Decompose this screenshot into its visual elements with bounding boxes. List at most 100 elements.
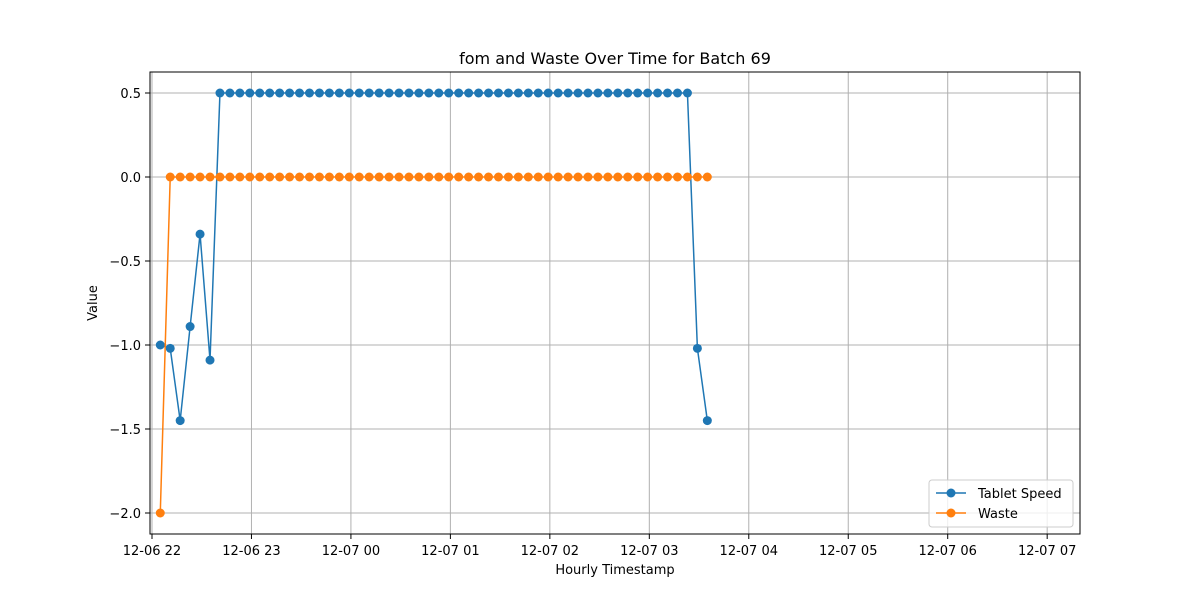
data-point-waste bbox=[613, 172, 623, 182]
data-point-tablet-speed bbox=[513, 88, 523, 98]
data-point-tablet-speed bbox=[663, 88, 673, 98]
data-point-tablet-speed bbox=[225, 88, 235, 98]
y-tick-label: −1.5 bbox=[109, 423, 141, 438]
series-tablet-speed bbox=[155, 88, 712, 426]
data-point-waste bbox=[304, 172, 314, 182]
data-point-tablet-speed bbox=[543, 88, 553, 98]
data-point-waste bbox=[493, 172, 503, 182]
data-point-waste bbox=[195, 172, 205, 182]
data-point-waste bbox=[434, 172, 444, 182]
data-point-tablet-speed bbox=[195, 229, 205, 239]
data-point-waste bbox=[573, 172, 583, 182]
y-tick-label: −0.5 bbox=[109, 255, 141, 270]
data-point-tablet-speed bbox=[235, 88, 245, 98]
data-point-waste bbox=[404, 172, 414, 182]
data-point-tablet-speed bbox=[493, 88, 503, 98]
x-tick-label: 12-06 23 bbox=[222, 544, 280, 559]
data-point-tablet-speed bbox=[374, 88, 384, 98]
data-point-tablet-speed bbox=[434, 88, 444, 98]
data-point-waste bbox=[255, 172, 265, 182]
data-point-waste bbox=[344, 172, 354, 182]
data-point-waste bbox=[454, 172, 464, 182]
series-line-tablet-speed bbox=[160, 92, 709, 421]
y-axis-label: Value bbox=[86, 285, 101, 321]
data-point-tablet-speed bbox=[344, 88, 354, 98]
data-point-waste bbox=[484, 172, 494, 182]
legend-box bbox=[928, 479, 1074, 528]
data-point-tablet-speed bbox=[304, 88, 314, 98]
data-point-waste bbox=[364, 172, 374, 182]
data-point-tablet-speed bbox=[633, 88, 643, 98]
data-point-tablet-speed bbox=[285, 88, 295, 98]
data-point-waste bbox=[464, 172, 474, 182]
data-point-tablet-speed bbox=[583, 88, 593, 98]
data-point-waste bbox=[334, 172, 344, 182]
data-point-tablet-speed bbox=[533, 88, 543, 98]
data-point-tablet-speed bbox=[503, 88, 513, 98]
data-point-tablet-speed bbox=[424, 88, 434, 98]
data-point-tablet-speed bbox=[464, 88, 474, 98]
data-point-waste bbox=[553, 172, 563, 182]
data-point-waste bbox=[414, 172, 424, 182]
data-point-tablet-speed bbox=[613, 88, 623, 98]
data-point-tablet-speed bbox=[215, 88, 225, 98]
data-point-tablet-speed bbox=[474, 88, 484, 98]
data-point-tablet-speed bbox=[394, 88, 404, 98]
plot-frame bbox=[149, 71, 1081, 535]
data-point-waste bbox=[295, 172, 305, 182]
data-point-waste bbox=[275, 172, 285, 182]
data-point-tablet-speed bbox=[682, 88, 692, 98]
y-tick-label: −1.0 bbox=[109, 339, 141, 354]
x-axis-label: Hourly Timestamp bbox=[555, 563, 674, 578]
data-point-waste bbox=[623, 172, 633, 182]
data-point-waste bbox=[314, 172, 324, 182]
data-point-tablet-speed bbox=[454, 88, 464, 98]
data-point-tablet-speed bbox=[165, 343, 175, 353]
data-point-waste bbox=[533, 172, 543, 182]
data-point-waste bbox=[205, 172, 215, 182]
data-point-waste bbox=[354, 172, 364, 182]
data-point-waste bbox=[374, 172, 384, 182]
data-point-tablet-speed bbox=[245, 88, 255, 98]
data-point-tablet-speed bbox=[404, 88, 414, 98]
series-waste bbox=[155, 172, 712, 518]
grid bbox=[150, 72, 1080, 534]
data-point-waste bbox=[663, 172, 673, 182]
data-point-waste bbox=[653, 172, 663, 182]
data-point-waste bbox=[444, 172, 454, 182]
data-point-waste bbox=[682, 172, 692, 182]
data-point-tablet-speed bbox=[643, 88, 653, 98]
chart-title: fom and Waste Over Time for Batch 69 bbox=[459, 49, 771, 68]
data-point-tablet-speed bbox=[314, 88, 324, 98]
data-point-tablet-speed bbox=[265, 88, 275, 98]
data-point-waste bbox=[593, 172, 603, 182]
data-point-tablet-speed bbox=[603, 88, 613, 98]
data-point-waste bbox=[245, 172, 255, 182]
data-point-tablet-speed bbox=[334, 88, 344, 98]
data-point-tablet-speed bbox=[623, 88, 633, 98]
data-point-waste bbox=[215, 172, 225, 182]
data-point-tablet-speed bbox=[553, 88, 563, 98]
data-point-tablet-speed bbox=[364, 88, 374, 98]
data-point-tablet-speed bbox=[593, 88, 603, 98]
data-point-waste bbox=[394, 172, 404, 182]
data-point-tablet-speed bbox=[324, 88, 334, 98]
data-point-tablet-speed bbox=[384, 88, 394, 98]
x-tick-label: 12-07 00 bbox=[322, 544, 380, 559]
data-point-waste bbox=[583, 172, 593, 182]
data-point-waste bbox=[513, 172, 523, 182]
data-point-tablet-speed bbox=[563, 88, 573, 98]
y-tick-label: 0.5 bbox=[120, 87, 141, 102]
y-tick-label: −2.0 bbox=[109, 507, 141, 522]
data-point-tablet-speed bbox=[523, 88, 533, 98]
x-tick-label: 12-07 04 bbox=[720, 544, 778, 559]
data-point-tablet-speed bbox=[573, 88, 583, 98]
data-point-tablet-speed bbox=[354, 88, 364, 98]
x-tick-label: 12-07 05 bbox=[819, 544, 877, 559]
data-point-tablet-speed bbox=[444, 88, 454, 98]
data-point-tablet-speed bbox=[205, 355, 215, 365]
series-layer bbox=[155, 88, 712, 518]
legend-marker-tablet-speed bbox=[946, 488, 956, 498]
data-point-tablet-speed bbox=[275, 88, 285, 98]
